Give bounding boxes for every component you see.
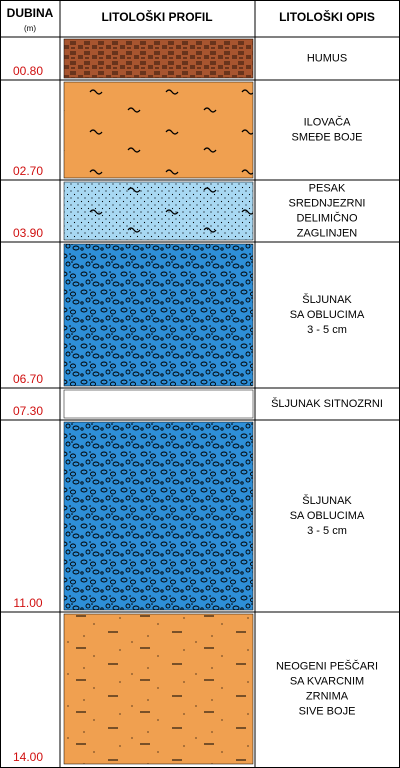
description-line: PESAK [309, 182, 346, 194]
description-line: SA KVARCNIM [290, 675, 364, 687]
depth-label: 06.70 [13, 372, 43, 386]
description-line: ŠLJUNAK [302, 494, 352, 507]
description-line: 3 - 5 cm [307, 324, 347, 336]
layer-pattern [64, 614, 253, 764]
description-line: DELIMIČNO [296, 211, 358, 224]
description-line: ŠLJUNAK [302, 293, 352, 306]
profile-title: LITOLOŠKI PROFIL [101, 9, 212, 24]
depth-label: 11.00 [13, 596, 42, 610]
description-line: SMEĐE BOJE [292, 131, 363, 143]
description-line: HUMUS [307, 52, 347, 64]
depth-label: 00.80 [13, 64, 43, 78]
description-line: SA OBLUCIMA [290, 510, 365, 522]
description-line: SREDNJEZRNI [288, 197, 365, 209]
depth-title: DUBINA [7, 6, 54, 20]
depth-label: 14.00 [13, 750, 43, 764]
depth-label: 07.30 [13, 404, 43, 418]
layer-pattern [64, 422, 253, 610]
layer-fill [63, 389, 254, 419]
depth-unit: (m) [24, 24, 36, 33]
description-title: LITOLOŠKI OPIS [279, 9, 375, 24]
description-line: NEOGENI PEŠČARI [276, 659, 378, 672]
description-line: SA OBLUCIMA [290, 309, 365, 321]
layer-pattern [64, 244, 253, 386]
description-line: ILOVAČA [304, 115, 352, 128]
depth-label: 02.70 [13, 164, 43, 178]
layer-pattern [64, 82, 253, 178]
description-line: ZAGLINJEN [297, 227, 358, 239]
description-line: SIVE BOJE [299, 705, 356, 717]
layer-pattern [64, 182, 253, 240]
layer-pattern [64, 39, 253, 78]
description-line: ZRNIMA [306, 690, 349, 702]
description-line: 3 - 5 cm [307, 525, 347, 537]
depth-label: 03.90 [13, 226, 43, 240]
description-line: ŠLJUNAK SITNOZRNI [271, 397, 383, 410]
